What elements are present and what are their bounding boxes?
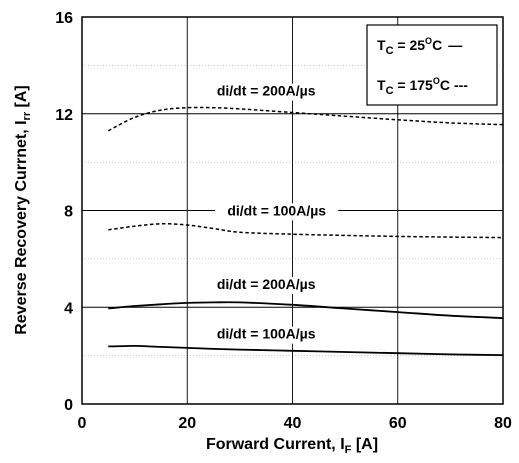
series-layer [107, 106, 504, 356]
y-tick-label: 8 [64, 204, 73, 221]
legend-item-175c: TC = 175OC --- [377, 76, 468, 97]
series-annotation: di/dt = 100A/µs [217, 326, 316, 342]
x-tick-label: 0 [78, 415, 87, 432]
plot-frame [81, 16, 504, 405]
legend-item-25c: TC = 25OC — [377, 36, 462, 57]
x-axis-title: Forward Current, IF [A] [206, 436, 378, 456]
series-annotation: di/dt = 200A/µs [217, 276, 316, 292]
annotation-backdrop [204, 277, 328, 295]
x-tick-label: 20 [178, 415, 196, 432]
legend: TC = 25OC — TC = 175OC --- [366, 24, 498, 106]
tick-label-layer: 0 20 40 60 80 0 4 8 12 16 [55, 10, 512, 432]
legend-box [366, 24, 498, 106]
series-line-175c-200 [107, 106, 504, 132]
x-tick-label: 80 [494, 415, 512, 432]
annotation-backdrop [215, 203, 339, 221]
x-tick-label: 40 [284, 415, 302, 432]
series-line-25c-100 [108, 344, 504, 356]
series-annotation: di/dt = 200A/µs [217, 83, 316, 99]
y-tick-label: 4 [64, 300, 73, 317]
y-tick-label: 0 [64, 397, 73, 414]
series-annotation: di/dt = 100A/µs [227, 202, 326, 218]
y-axis-title: Reverse Recovery Currnet, Irr [A] [13, 85, 33, 335]
x-tick-label: 60 [389, 415, 407, 432]
annotation-backdrop [204, 83, 328, 101]
series-line-25c-200 [108, 301, 504, 319]
annotation-backdrop [204, 326, 328, 344]
series-line-175c-100 [108, 223, 504, 239]
y-tick-label: 12 [55, 107, 73, 124]
annotation-layer: di/dt = 200A/µs di/dt = 100A/µs di/dt = 20… [204, 83, 339, 344]
y-tick-label: 16 [55, 10, 73, 27]
